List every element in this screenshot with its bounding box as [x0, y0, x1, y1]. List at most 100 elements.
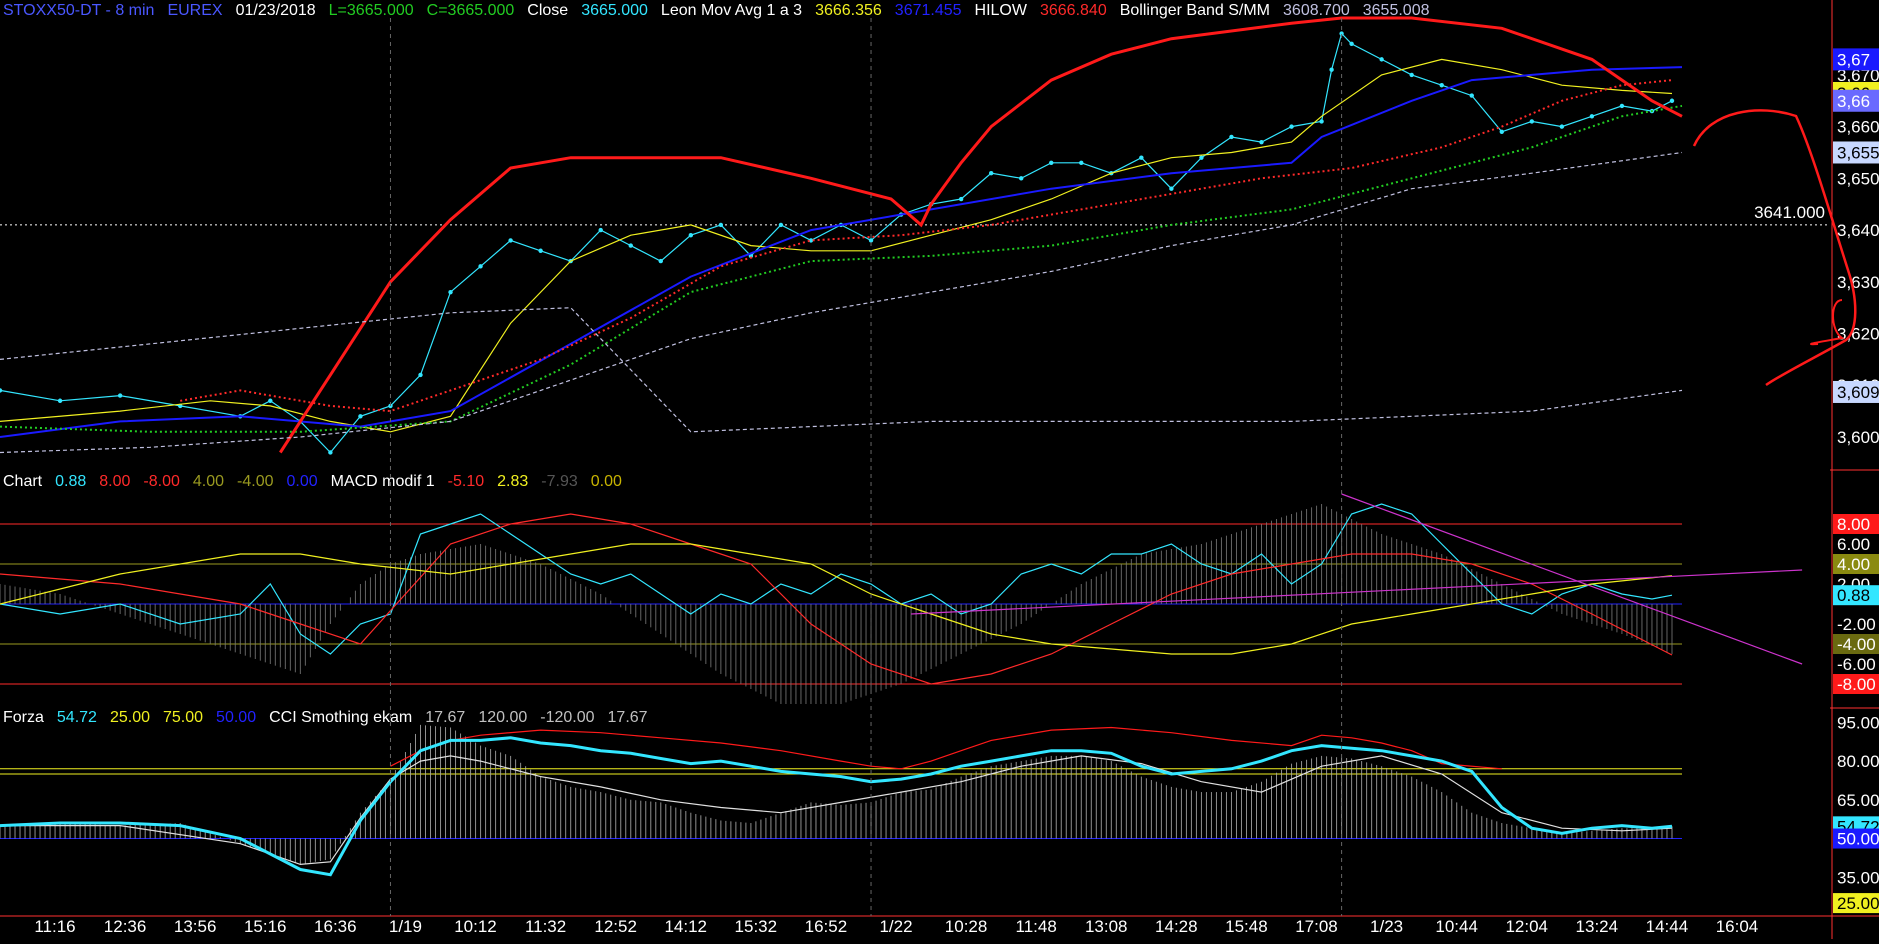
close-marker [418, 372, 423, 378]
legend-item: Leon Mov Avg 1 a 3 [661, 2, 802, 19]
close-marker [1259, 139, 1264, 145]
close-marker [1049, 160, 1054, 166]
close-marker [1589, 114, 1595, 119]
x-tick-label: 1/23 [1370, 917, 1403, 936]
legend-item: 4.00 [193, 473, 224, 490]
x-tick-label: 11:48 [1016, 917, 1057, 936]
series-line [1341, 493, 1803, 665]
price-badge [1833, 48, 1879, 71]
legend-item: C=3665.000 [427, 2, 515, 19]
series-line [0, 543, 1673, 655]
legend-item: 3655.008 [1363, 2, 1430, 19]
y-tick-label: 65.00 [1837, 791, 1879, 810]
x-tick-label: 12:04 [1505, 917, 1548, 936]
x-tick-label: 16:52 [805, 917, 848, 936]
close-marker [1329, 67, 1334, 72]
x-tick-label: 1/22 [879, 917, 912, 936]
y-tick-label: 3,660 [1837, 118, 1879, 137]
legend-item: 3608.700 [1283, 2, 1350, 19]
legend-item: HILOW [975, 2, 1028, 19]
legend-item: 0.00 [286, 473, 317, 490]
x-tick-label: 16:04 [1716, 917, 1759, 936]
close-marker [688, 233, 694, 238]
y-tick-label: 3,630 [1837, 273, 1879, 292]
close-marker [1409, 72, 1414, 78]
close-marker [1019, 176, 1024, 181]
close-marker [0, 388, 3, 393]
x-tick-label: 11:16 [34, 917, 75, 936]
y-tick-badge [1833, 585, 1879, 606]
legend-item: Close [527, 2, 568, 19]
legend-item: 0.00 [591, 473, 622, 490]
series-line [0, 736, 1673, 877]
legend-item: 17.67 [608, 709, 648, 726]
price-badge [1833, 89, 1879, 112]
price-reference-label: 3641.000 [1754, 203, 1825, 222]
legend-item: Chart [3, 473, 43, 490]
x-tick-label: 10:28 [945, 917, 988, 936]
legend-item: 17.67 [425, 709, 465, 726]
legend-item: Forza [3, 709, 44, 726]
legend-item: STOXX50-DT - 8 min [3, 2, 154, 19]
y-tick-label: 8.00 [1837, 515, 1870, 534]
x-tick-label: 14:12 [664, 917, 707, 936]
series-line [0, 755, 1673, 866]
y-tick-label: -8.00 [1837, 675, 1876, 694]
y-tick-label: -4.00 [1837, 635, 1876, 654]
hand-drawn-curve [1692, 109, 1857, 387]
legend-macd: Chart 0.88 8.00 -8.00 4.00 -4.00 0.00 MACD modi… [3, 473, 622, 490]
x-tick-label: 12:52 [594, 917, 637, 936]
close-marker [628, 243, 633, 248]
series-line [0, 307, 1683, 433]
price-badge-label: 3,66 [1837, 92, 1870, 111]
y-tick-badge [1833, 554, 1879, 574]
close-marker [1619, 103, 1625, 109]
hand-drawn-loop [1810, 299, 1845, 346]
legend-item: -7.93 [541, 473, 578, 490]
legend-item: 50.00 [216, 709, 256, 726]
x-tick-label: 13:24 [1576, 917, 1619, 936]
close-marker [1339, 31, 1344, 36]
y-tick-label: 3,640 [1837, 221, 1879, 240]
close-marker [598, 227, 603, 233]
close-marker [958, 196, 964, 202]
price-badge [1833, 141, 1879, 164]
legend-item: Bollinger Band S/MM [1120, 2, 1270, 19]
legend-item: 25.00 [110, 709, 150, 726]
close-marker [57, 398, 63, 403]
legend-item: -8.00 [143, 473, 180, 490]
legend-cci: Forza 54.72 25.00 75.00 50.00 CCI Smothing ek… [3, 709, 648, 726]
close-marker [1669, 98, 1675, 103]
legend-item: 3665.000 [581, 2, 648, 19]
y-tick-label: 35.00 [1837, 868, 1879, 887]
x-tick-label: 14:28 [1155, 917, 1198, 936]
series-line [911, 569, 1803, 615]
legend-item: CCI Smothing ekam [269, 709, 412, 726]
close-marker [508, 238, 513, 243]
price-badge-label: 3,67 [1837, 50, 1870, 69]
close-marker [328, 450, 333, 455]
close-marker [1499, 129, 1504, 134]
close-marker [718, 222, 724, 228]
legend-item: 0.88 [55, 473, 86, 490]
legend-item: -4.00 [237, 473, 274, 490]
close-marker [1349, 41, 1354, 47]
close-marker [358, 414, 363, 419]
close-marker [1079, 160, 1084, 166]
x-tick-label: 16:36 [314, 917, 357, 936]
y-tick-label: 50.00 [1837, 830, 1879, 849]
series-line [279, 16, 1683, 454]
x-tick-label: 14:44 [1646, 917, 1689, 936]
close-marker [1169, 186, 1174, 191]
legend-item: 75.00 [163, 709, 203, 726]
legend-item: 3666.840 [1040, 2, 1107, 19]
y-tick-label: 3,600 [1837, 428, 1879, 447]
price-badge-label: 3,609 [1837, 383, 1879, 402]
x-tick-label: 10:12 [454, 917, 497, 936]
x-tick-label: 1/19 [389, 917, 422, 936]
price-panel: 3,6003,6103,6203,6303,6403,6503,6603,670… [0, 16, 1879, 455]
y-tick-label: -2.00 [1837, 615, 1876, 634]
series-line [0, 503, 1673, 655]
close-marker [1289, 124, 1294, 129]
